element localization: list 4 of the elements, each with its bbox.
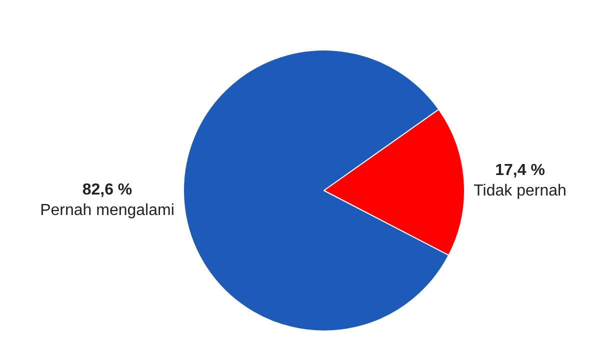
slice-label: Pernah mengalami <box>40 202 174 220</box>
data-label: 17,4 % <box>495 162 545 179</box>
slice-label: Tidak pernah <box>474 182 566 200</box>
data-label: 82,6 % <box>82 181 132 198</box>
